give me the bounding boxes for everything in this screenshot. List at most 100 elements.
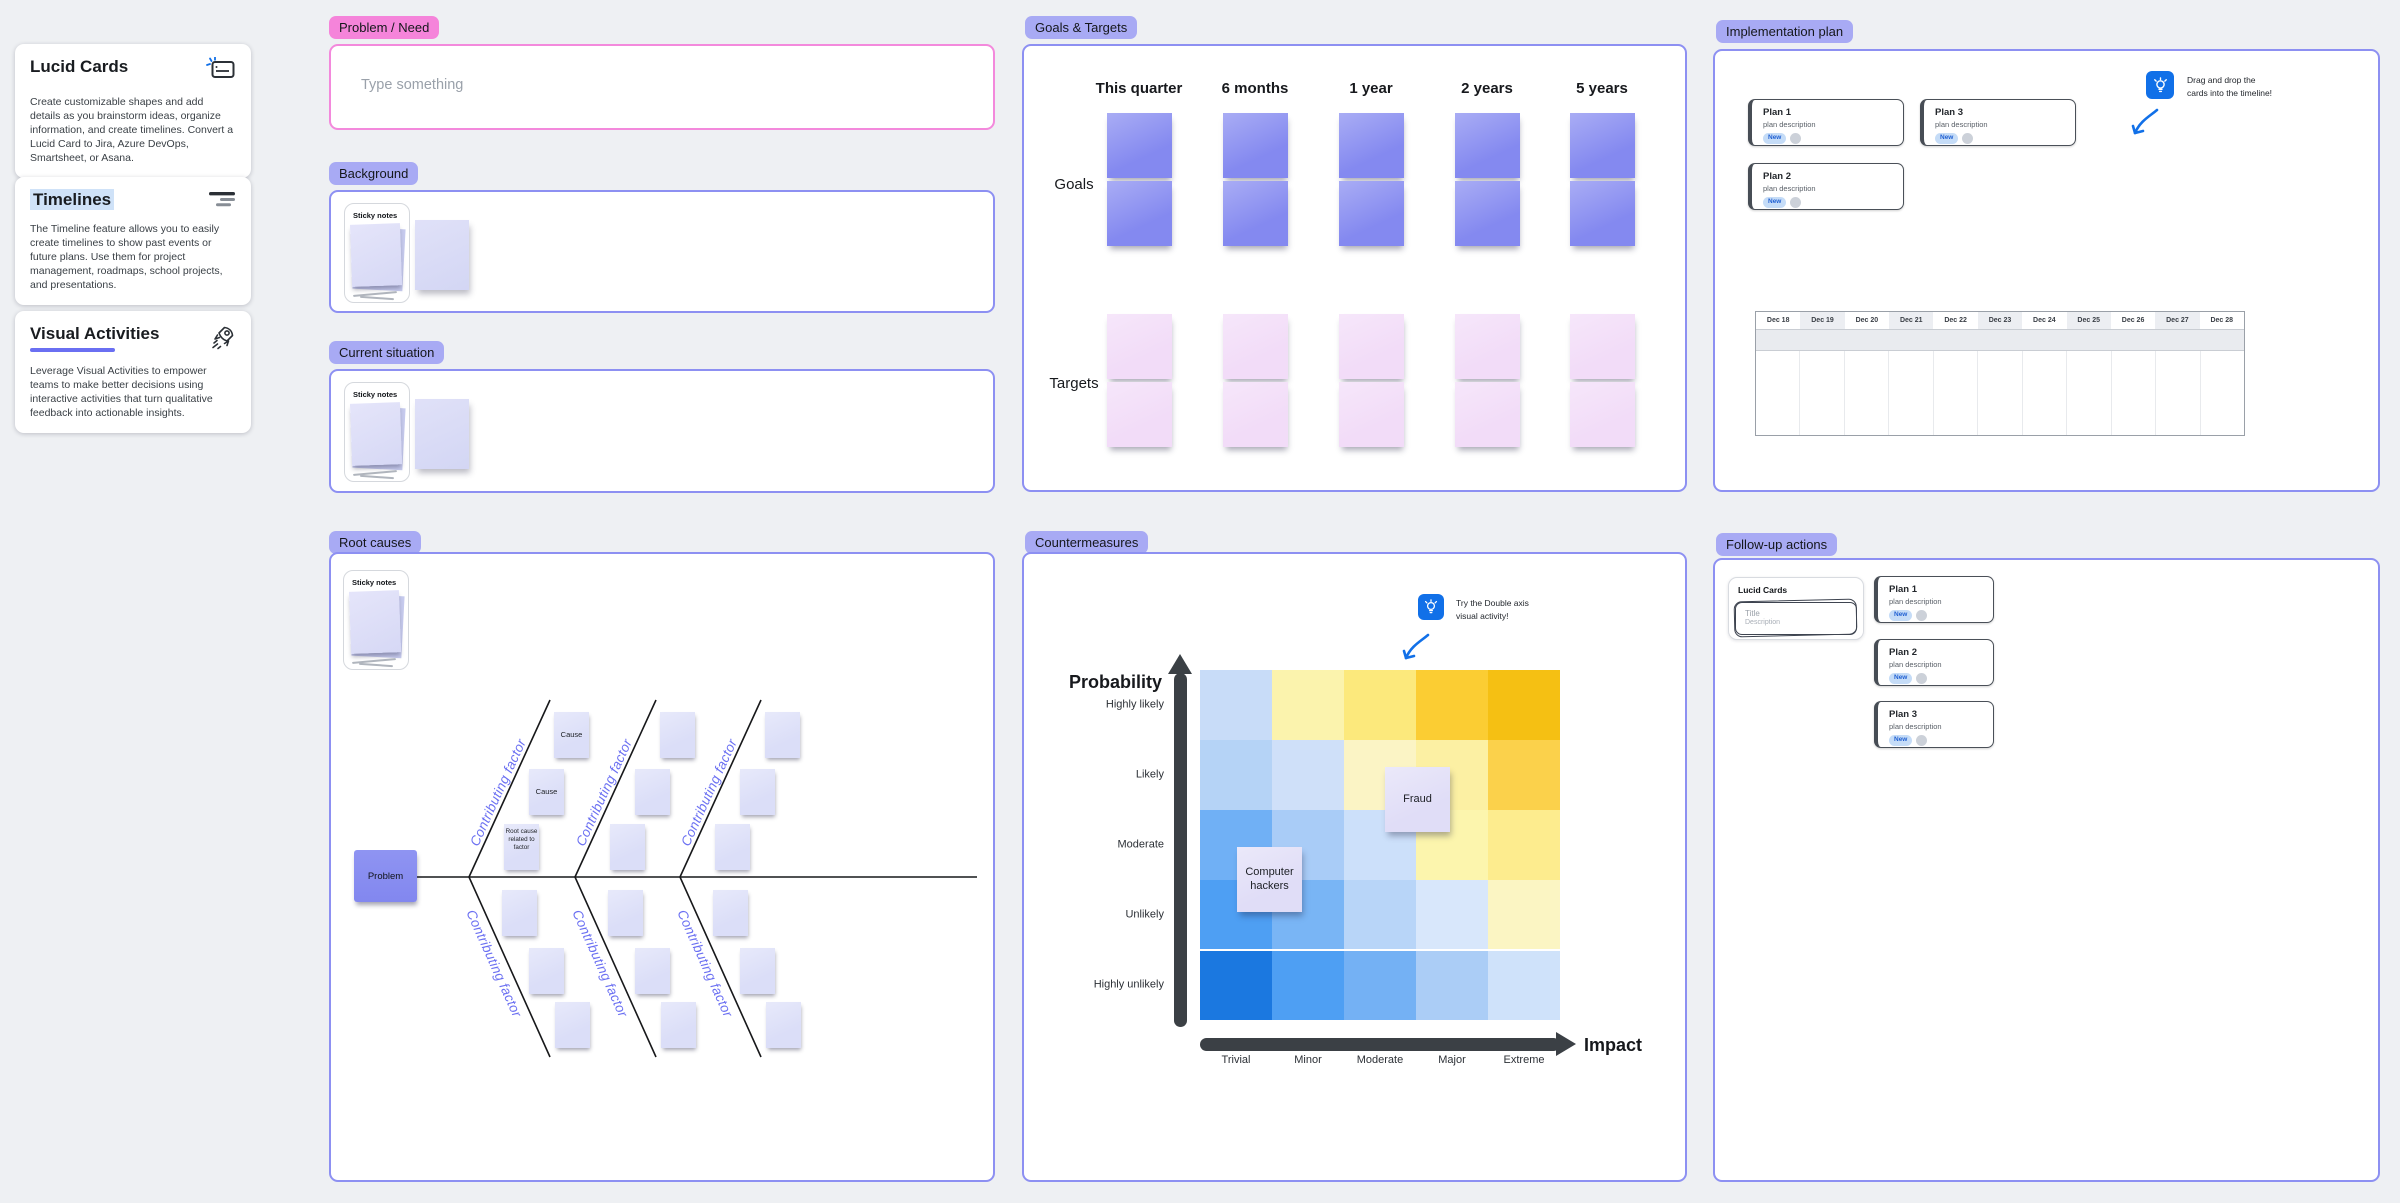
timeline-column-8[interactable]	[2067, 351, 2112, 435]
assignee-avatar-placeholder	[1790, 133, 1802, 144]
matrix-cell-r5-c1[interactable]	[1200, 950, 1272, 1020]
root-cause-sticky-note[interactable]: Root cause related to factor	[504, 824, 539, 870]
timeline-date-dec-20: Dec 20	[1855, 317, 1879, 324]
follow-up-actions-badge[interactable]: Follow-up actions	[1716, 533, 1838, 556]
goals-sticky-note-r2-c5[interactable]	[1570, 181, 1635, 246]
timeline-column-3[interactable]	[1845, 351, 1890, 435]
targets-sticky-note-r1-c2[interactable]	[1223, 314, 1288, 379]
column-header-6-months: 6 months	[1221, 80, 1289, 97]
matrix-cell-r2-c2[interactable]	[1272, 740, 1344, 810]
fraud-sticky-note[interactable]: Fraud	[1385, 767, 1450, 832]
probability-axis	[1174, 673, 1187, 1027]
goals-sticky-note-r1-c1[interactable]	[1107, 113, 1172, 178]
timeline-date-dec-27: Dec 27	[2155, 312, 2200, 329]
timeline-column-11[interactable]	[2201, 351, 2244, 435]
timeline-column-7[interactable]	[2023, 351, 2068, 435]
implementation-plan-panel[interactable]: Plan 1 plan description New Plan 3 plan …	[1713, 49, 2380, 492]
lucid-cards-sketch[interactable]: Lucid Cards Title Description	[1728, 577, 1864, 640]
targets-sticky-note-r2-c4[interactable]	[1455, 382, 1520, 447]
matrix-cell-r1-c1[interactable]	[1200, 670, 1272, 740]
matrix-cell-r1-c2[interactable]	[1272, 670, 1344, 740]
timeline-column-1[interactable]	[1756, 351, 1801, 435]
sidebar-card-timelines[interactable]: Timelines The Timeline feature allows yo…	[15, 177, 251, 306]
targets-sticky-note-r1-c4[interactable]	[1455, 314, 1520, 379]
timeline-column-4[interactable]	[1889, 351, 1934, 435]
follow-up-actions-panel[interactable]: Lucid Cards Title Description Plan 1 pla…	[1713, 558, 2380, 1182]
root-causes-sticky-stack[interactable]: Sticky notes	[343, 570, 409, 670]
matrix-cell-r1-c3[interactable]	[1344, 670, 1416, 740]
matrix-cell-r1-c5[interactable]	[1488, 670, 1560, 740]
timeline-column-6[interactable]	[1978, 351, 2023, 435]
current-situation-badge[interactable]: Current situation	[329, 341, 445, 364]
goals-sticky-note-r2-c4[interactable]	[1455, 181, 1520, 246]
matrix-cell-r5-c2[interactable]	[1272, 950, 1344, 1020]
sidebar-card-visual-activities[interactable]: Visual Activities Leverage Visual Activi…	[15, 311, 251, 434]
targets-sticky-note-r1-c5[interactable]	[1570, 314, 1635, 379]
impl-plan-card-2[interactable]: Plan 2 plan description New	[1748, 163, 1904, 210]
goals-sticky-note-r1-c4[interactable]	[1455, 113, 1520, 178]
goals-sticky-note-r2-c3[interactable]	[1339, 181, 1404, 246]
followup-plan-card-2[interactable]: Plan 2 plan description New	[1874, 639, 1994, 686]
xtick-moderate: Moderate	[1356, 1054, 1404, 1066]
impl-plan-card-1[interactable]: Plan 1 plan description New	[1748, 99, 1904, 146]
card-sketch-box[interactable]: Title Description	[1735, 602, 1857, 635]
computer-hackers-sticky-note[interactable]: Computer hackers	[1237, 847, 1302, 912]
matrix-cell-r4-c5[interactable]	[1488, 880, 1560, 950]
matrix-cell-r2-c5[interactable]	[1488, 740, 1560, 810]
followup-plan-card-3[interactable]: Plan 3 plan description New	[1874, 701, 1994, 748]
current-situation-sticky-stack[interactable]: Sticky notes	[344, 382, 410, 482]
matrix-cell-r5-c4[interactable]	[1416, 950, 1488, 1020]
timeline[interactable]: Dec 18 Dec 19 Dec 20 Dec 21 Dec 22 Dec 23 Dec …	[1755, 311, 2245, 436]
targets-sticky-note-r2-c3[interactable]	[1339, 382, 1404, 447]
targets-sticky-note-r1-c3[interactable]	[1339, 314, 1404, 379]
countermeasures-panel[interactable]: Try the Double axis visual activity! Pro…	[1022, 552, 1687, 1182]
background-badge[interactable]: Background	[329, 162, 419, 185]
timeline-column-10[interactable]	[2156, 351, 2201, 435]
goals-sticky-note-r1-c5[interactable]	[1570, 113, 1635, 178]
cause-sticky-note-1[interactable]: Cause	[554, 712, 589, 758]
matrix-cell-r5-c5[interactable]	[1488, 950, 1560, 1020]
matrix-cell-r3-c5[interactable]	[1488, 810, 1560, 880]
plan-card-title: Plan 2	[1889, 647, 1917, 658]
timeline-column-2[interactable]	[1800, 351, 1845, 435]
plan-card-description: plan description	[1889, 597, 1942, 606]
sidebar-card-lucid-cards[interactable]: Lucid Cards Create customizable shapes a…	[15, 44, 251, 179]
countermeasures-badge[interactable]: Countermeasures	[1025, 531, 1149, 554]
targets-sticky-note-r2-c1[interactable]	[1107, 382, 1172, 447]
matrix-cell-r5-c3[interactable]	[1344, 950, 1416, 1020]
timeline-icon	[208, 190, 236, 213]
timeline-column-9[interactable]	[2112, 351, 2157, 435]
targets-sticky-note-r2-c2[interactable]	[1223, 382, 1288, 447]
implementation-plan-badge[interactable]: Implementation plan	[1716, 20, 1854, 43]
timeline-column-5[interactable]	[1934, 351, 1979, 435]
followup-plan-card-1[interactable]: Plan 1 plan description New	[1874, 576, 1994, 623]
root-causes-badge[interactable]: Root causes	[329, 531, 422, 554]
problem-need-badge[interactable]: Problem / Need	[329, 16, 440, 39]
goals-targets-badge[interactable]: Goals & Targets	[1025, 16, 1138, 39]
current-situation-sticky-note[interactable]	[415, 399, 469, 469]
column-header-1-year: 1 year	[1349, 80, 1393, 97]
lucid-cards-description: Create customizable shapes and add detai…	[30, 96, 234, 165]
matrix-cell-r2-c1[interactable]	[1200, 740, 1272, 810]
targets-sticky-note-r1-c1[interactable]	[1107, 314, 1172, 379]
background-sticky-note[interactable]	[415, 220, 469, 290]
goals-sticky-note-r2-c1[interactable]	[1107, 181, 1172, 246]
matrix-cell-r4-c4[interactable]	[1416, 880, 1488, 950]
targets-sticky-note-r2-c5[interactable]	[1570, 382, 1635, 447]
goals-sticky-note-r1-c3[interactable]	[1339, 113, 1404, 178]
problem-need-panel[interactable]: Type something	[329, 44, 995, 130]
impl-plan-card-3[interactable]: Plan 3 plan description New	[1920, 99, 2076, 146]
timeline-header: Dec 18 Dec 19 Dec 20 Dec 21 Dec 22 Dec 23 Dec …	[1756, 312, 2244, 330]
matrix-cell-r4-c3[interactable]	[1344, 880, 1416, 950]
problem-need-input[interactable]: Type something	[361, 77, 464, 93]
current-situation-panel[interactable]: Sticky notes	[329, 369, 995, 493]
root-causes-panel[interactable]: Sticky notes Contributing factor Contrib…	[329, 552, 995, 1182]
cause-sticky-note-2[interactable]: Cause	[529, 769, 564, 815]
goals-sticky-note-r2-c2[interactable]	[1223, 181, 1288, 246]
problem-shape[interactable]: Problem	[354, 850, 417, 902]
goals-sticky-note-r1-c2[interactable]	[1223, 113, 1288, 178]
matrix-cell-r1-c4[interactable]	[1416, 670, 1488, 740]
goals-targets-panel[interactable]: This quarter 6 months 1 year 2 years 5 y…	[1022, 44, 1687, 492]
background-panel[interactable]: Sticky notes	[329, 190, 995, 313]
background-sticky-stack[interactable]: Sticky notes	[344, 203, 410, 303]
